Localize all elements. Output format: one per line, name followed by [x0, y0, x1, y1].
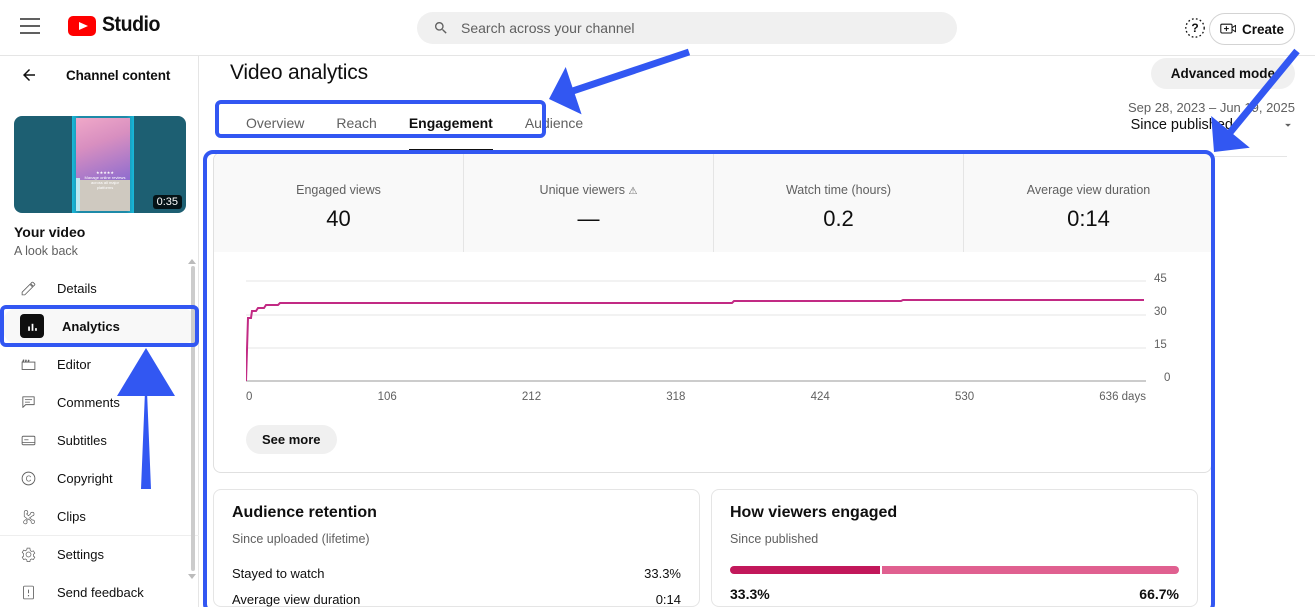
svg-text:C: C — [26, 474, 32, 483]
svg-text:?: ? — [1191, 21, 1198, 35]
